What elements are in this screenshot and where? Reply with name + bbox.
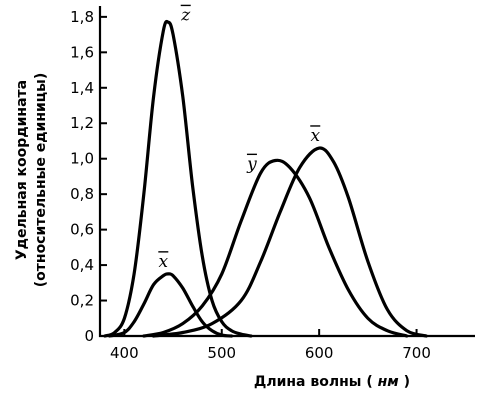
series-label-y: y <box>246 154 257 174</box>
y-tick-label: 0 <box>84 327 94 345</box>
x-tick-label: 400 <box>110 344 139 362</box>
x-axis-label: Длина волны ( нм ) <box>254 374 410 390</box>
curves <box>103 19 428 338</box>
x-axis-label-unit: нм <box>378 374 399 390</box>
series-labels: z x y x <box>158 4 320 272</box>
axes <box>98 6 475 338</box>
x-tick-label: 700 <box>402 344 431 362</box>
y-tick-label: 1,6 <box>70 43 94 61</box>
y-tick-label: 1,8 <box>70 8 94 26</box>
y-tick-label: 1,2 <box>70 114 94 132</box>
y-tick-label: 0,8 <box>70 185 94 203</box>
curve-x-3 <box>152 146 428 338</box>
x-axis-label-open-paren: ( <box>366 374 372 390</box>
curve-x-1 <box>108 272 234 338</box>
x-axis-ticks: 400 500 600 700 <box>110 329 431 362</box>
y-axis-label-line2: (относительные единицы) <box>33 73 49 287</box>
y-tick-label: 0,2 <box>70 292 94 310</box>
y-axis-label-line1: Удельная координата <box>14 80 30 260</box>
series-label-x: x <box>310 126 320 146</box>
curve-z-0 <box>103 19 253 338</box>
y-tick-label: 1,0 <box>70 150 94 168</box>
x-tick-label: 500 <box>207 344 236 362</box>
x-tick-label: 600 <box>305 344 334 362</box>
curve-y-2 <box>142 158 409 338</box>
x-axis-label-close-paren: ) <box>404 374 410 390</box>
y-tick-label: 0,6 <box>70 221 94 239</box>
series-label-x: x <box>159 252 169 272</box>
y-axis-ticks: 0 0,2 0,4 0,6 0,8 1,0 1,2 1,4 1,6 1,8 <box>70 8 107 345</box>
y-tick-label: 1,4 <box>70 79 94 97</box>
x-axis-label-main: Длина волны <box>254 374 362 390</box>
y-tick-label: 0,4 <box>70 256 94 274</box>
series-label-z: z <box>180 5 191 25</box>
